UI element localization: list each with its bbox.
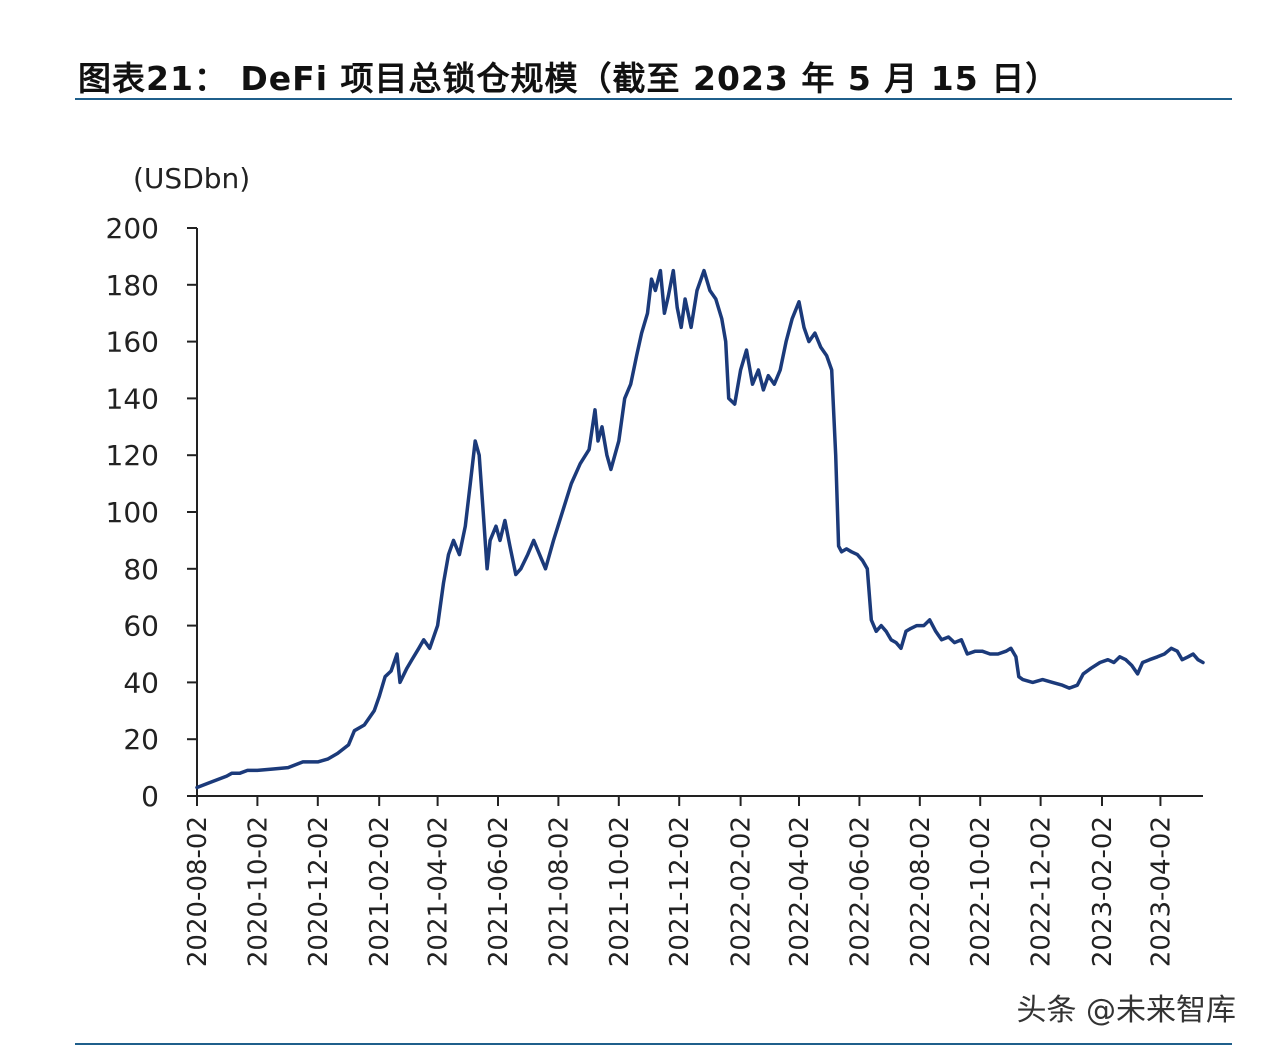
x-tick-label: 2022-12-02 (1027, 816, 1057, 967)
x-tick-label: 2022-04-02 (785, 816, 815, 967)
x-tick-label: 2021-06-02 (484, 816, 514, 967)
x-tick-label: 2021-04-02 (424, 816, 454, 967)
x-tick-label: 2021-12-02 (665, 816, 695, 967)
y-tick-label: 0 (141, 780, 159, 813)
tvl-series-line (195, 268, 1205, 790)
y-tick-label: 140 (106, 382, 159, 415)
x-tick-label: 2021-08-02 (544, 816, 574, 967)
title-divider (75, 98, 1232, 100)
x-tick-label: 2021-10-02 (605, 816, 635, 967)
page-title: 图表21： DeFi 项目总锁仓规模（截至 2023 年 5 月 15 日） (78, 59, 1060, 98)
y-tick-label: 80 (123, 553, 159, 586)
y-tick-label: 60 (123, 610, 159, 643)
y-tick-label: 40 (123, 666, 159, 699)
y-tick-label: 100 (106, 496, 159, 529)
y-axis: 0 20 40 60 80 100 120 140 160 180 200 (106, 212, 198, 813)
x-tick-label: 2022-08-02 (906, 816, 936, 967)
x-tick-label: 2023-02-02 (1088, 816, 1118, 967)
y-tick-label: 200 (106, 212, 159, 245)
y-tick-label: 20 (123, 723, 159, 756)
x-tick-label: 2020-12-02 (304, 816, 334, 967)
series-layer (195, 268, 1205, 790)
x-tick-label: 2022-02-02 (727, 816, 757, 967)
y-tick-label: 120 (106, 439, 159, 472)
x-tick-label: 2022-06-02 (845, 816, 875, 967)
y-axis-unit-label: (USDbn) (133, 162, 251, 195)
y-tick-label: 160 (106, 326, 159, 359)
watermark: 头条 @未来智库 (1016, 993, 1236, 1028)
x-tick-label: 2020-10-02 (243, 816, 273, 967)
x-tick-label: 2021-02-02 (365, 816, 395, 967)
x-tick-label: 2022-10-02 (966, 816, 996, 967)
x-tick-label: 2023-04-02 (1146, 816, 1176, 967)
x-axis: 2020-08-02 2020-10-02 2020-12-02 2021-02-02… (183, 795, 1203, 967)
x-tick-label: 2020-08-02 (183, 816, 213, 967)
footer-divider (75, 1043, 1232, 1045)
y-tick-label: 180 (106, 269, 159, 302)
